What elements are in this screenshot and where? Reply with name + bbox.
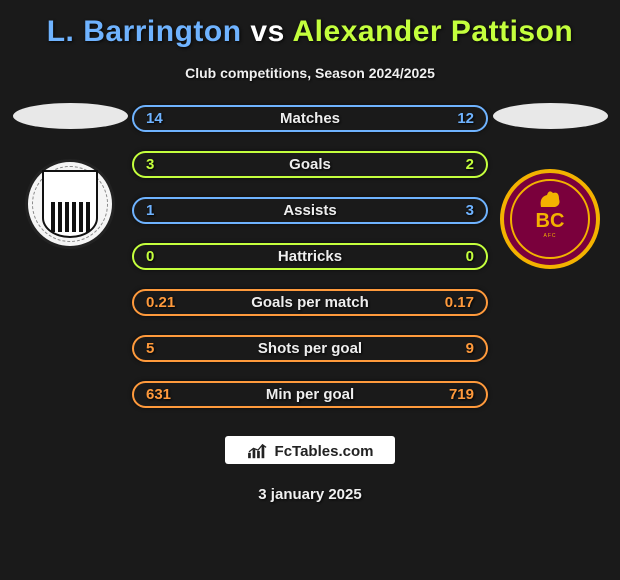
club-a-crest-shield: [42, 170, 98, 238]
stat-value-a: 0.21: [146, 294, 200, 311]
page-title: L. Barrington vs Alexander Pattison: [47, 15, 574, 49]
stat-value-b: 12: [420, 110, 474, 127]
stat-value-b: 0.17: [420, 294, 474, 311]
player-b-name: Alexander Pattison: [293, 15, 574, 48]
stat-label: Goals per match: [200, 294, 420, 311]
stat-value-a: 3: [146, 156, 200, 173]
stat-value-a: 1: [146, 202, 200, 219]
title-vs: vs: [250, 15, 284, 48]
club-a-crest: [25, 159, 115, 249]
club-a-crest-stripes: [51, 202, 90, 232]
stat-label: Matches: [200, 110, 420, 127]
date-label: 3 january 2025: [258, 486, 361, 503]
stat-value-b: 0: [420, 248, 474, 265]
stat-value-b: 3: [420, 202, 474, 219]
club-a-column: [10, 105, 130, 249]
stat-row: 5Shots per goal9: [132, 335, 488, 362]
stat-row: 0.21Goals per match0.17: [132, 289, 488, 316]
stat-value-b: 9: [420, 340, 474, 357]
club-b-sub: AFC: [544, 233, 557, 239]
brand-badge[interactable]: FcTables.com: [225, 436, 396, 464]
stat-row: 0Hattricks0: [132, 243, 488, 270]
stat-label: Assists: [200, 202, 420, 219]
club-b-crest: BC AFC: [500, 169, 600, 269]
stat-value-a: 5: [146, 340, 200, 357]
club-a-shadow-ellipse: [13, 103, 128, 129]
stat-value-a: 0: [146, 248, 200, 265]
stats-area: 14Matches123Goals21Assists30Hattricks00.…: [5, 105, 615, 408]
rooster-icon: [535, 187, 565, 213]
infographic-root: L. Barrington vs Alexander Pattison Club…: [0, 0, 620, 580]
stat-row: 631Min per goal719: [132, 381, 488, 408]
stats-list: 14Matches123Goals21Assists30Hattricks00.…: [130, 105, 490, 408]
stat-label: Shots per goal: [200, 340, 420, 357]
stat-value-b: 2: [420, 156, 474, 173]
club-b-crest-inner: BC AFC: [510, 179, 590, 259]
player-a-name: L. Barrington: [47, 15, 242, 48]
stat-row: 14Matches12: [132, 105, 488, 132]
stat-label: Min per goal: [200, 386, 420, 403]
stat-row: 3Goals2: [132, 151, 488, 178]
club-b-column: BC AFC: [490, 105, 610, 269]
stat-value-a: 631: [146, 386, 200, 403]
club-b-shadow-ellipse: [493, 103, 608, 129]
club-b-abbrev: BC: [536, 211, 565, 231]
stat-row: 1Assists3: [132, 197, 488, 224]
stat-label: Hattricks: [200, 248, 420, 265]
brand-label: FcTables.com: [275, 443, 374, 460]
stat-value-a: 14: [146, 110, 200, 127]
subtitle: Club competitions, Season 2024/2025: [185, 65, 435, 81]
stat-label: Goals: [200, 156, 420, 173]
bars-icon: [247, 442, 269, 460]
stat-value-b: 719: [420, 386, 474, 403]
